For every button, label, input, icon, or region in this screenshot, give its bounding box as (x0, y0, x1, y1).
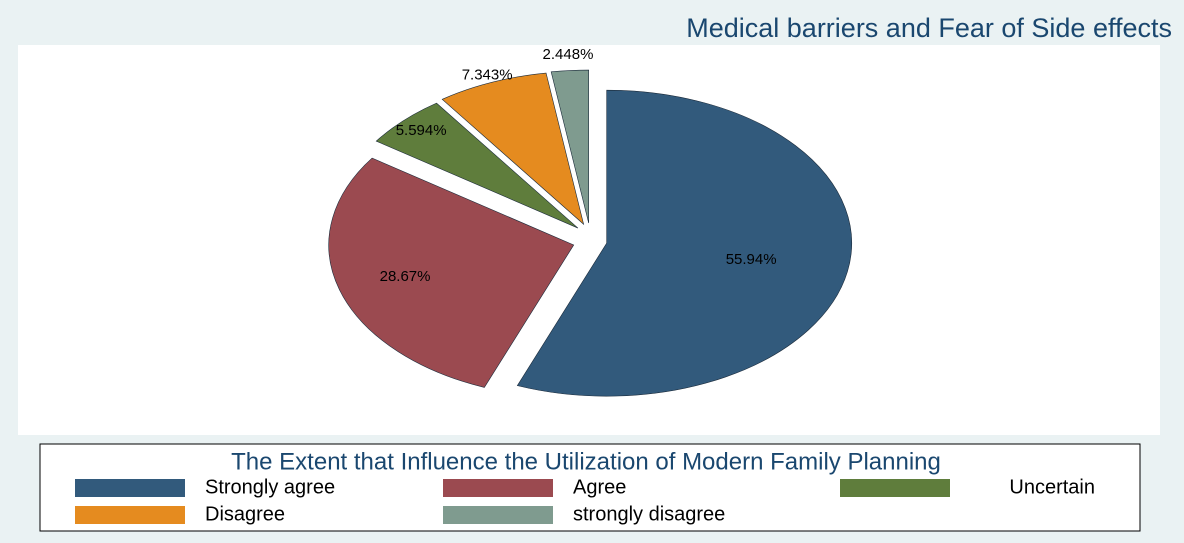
legend-label: Disagree (205, 503, 285, 525)
data-label: 2.448% (543, 46, 594, 63)
chart-title: Medical barriers and Fear of Side effect… (686, 13, 1172, 43)
legend-swatch (443, 506, 553, 524)
legend-swatch (840, 479, 950, 497)
pie-slice (516, 89, 853, 397)
data-label: 7.343% (462, 66, 513, 83)
pie-slice (550, 69, 589, 224)
pie-slice (375, 102, 579, 229)
data-label: 28.67% (380, 268, 431, 285)
legend-label: strongly disagree (573, 503, 725, 525)
legend-title: The Extent that Influence the Utilizatio… (231, 448, 941, 475)
legend-box (39, 443, 1141, 532)
legend-swatch (75, 506, 185, 524)
legend-swatch (75, 479, 185, 497)
legend-swatch (443, 479, 553, 497)
pie-slice (441, 72, 585, 226)
data-label: 55.94% (726, 251, 777, 268)
legend-label: Strongly agree (205, 476, 335, 498)
data-label: 5.594% (396, 122, 447, 139)
legend-label: Uncertain (1009, 476, 1095, 498)
legend-label: Agree (573, 476, 626, 498)
pie-slice (328, 157, 575, 388)
